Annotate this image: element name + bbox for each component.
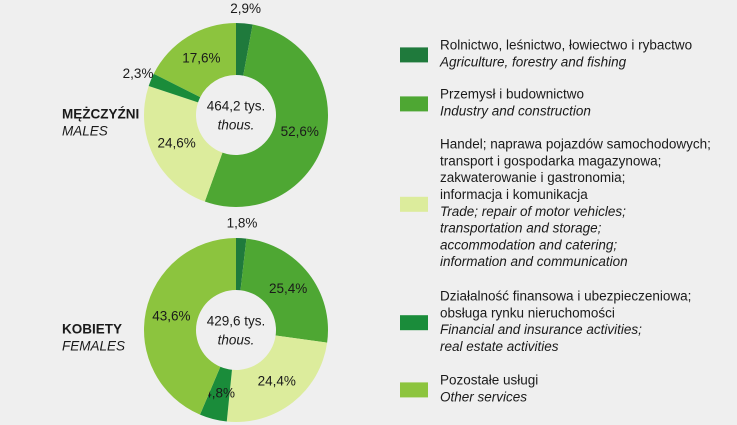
legend-label-en: accommodation and catering; <box>440 237 617 252</box>
value-label: 43,6% <box>152 308 190 323</box>
legend-label: Działalność finansowa i ubezpieczeniowa; <box>440 289 691 304</box>
value-label: 2,9% <box>230 1 261 16</box>
legend-label-en: transportation and storage; <box>440 221 602 236</box>
donut-slice <box>226 335 328 422</box>
donut-slice <box>236 238 247 291</box>
legend-label: zakwaterowanie i gastronomia; <box>440 170 625 185</box>
value-label: 17,6% <box>182 50 220 65</box>
value-label: 2,3% <box>123 66 154 81</box>
group-title: KOBIETY <box>62 322 122 337</box>
donut-slice <box>144 238 236 415</box>
legend-label-en: Financial and insurance activities; <box>440 322 642 337</box>
value-label: 4,8% <box>204 385 235 400</box>
donut-slice <box>204 24 329 208</box>
legend-label: Pozostałe usługi <box>440 373 538 388</box>
legend-swatch <box>400 96 428 112</box>
legend-swatch <box>400 382 428 398</box>
legend-label-en: Industry and construction <box>440 103 591 118</box>
donut-slice <box>144 86 223 202</box>
legend-label: informacja i komunikacja <box>440 187 588 202</box>
legend-label-en: real estate activities <box>440 339 559 354</box>
legend-label: obsługa rynku nieruchomości <box>440 305 615 320</box>
value-label: 24,6% <box>157 135 195 150</box>
center-label: 429,6 tys. <box>207 314 266 329</box>
value-label: 1,8% <box>227 216 258 231</box>
legend-swatch <box>400 315 428 331</box>
center-label: 464,2 tys. <box>207 99 266 114</box>
center-label-en: thous. <box>218 118 255 133</box>
legend-label-en: Agriculture, forestry and fishing <box>439 54 627 69</box>
group-title: MĘŻCZYŹNI <box>62 107 139 122</box>
legend-label: Handel; naprawa pojazdów samochodowych; <box>440 137 711 152</box>
value-label: 52,6% <box>281 124 319 139</box>
legend-label-en: Trade; repair of motor vehicles; <box>440 204 626 219</box>
donut-slice <box>236 23 253 76</box>
legend-swatch <box>400 47 428 63</box>
legend-label: transport i gospodarka magazynowa; <box>440 153 661 168</box>
center-label-en: thous. <box>218 333 255 348</box>
value-label: 24,4% <box>258 373 296 388</box>
donut-slice <box>199 366 232 422</box>
group-subtitle: FEMALES <box>62 339 125 354</box>
legend-label-en: information and communication <box>440 254 628 269</box>
value-label: 25,4% <box>269 281 307 296</box>
group-subtitle: MALES <box>62 124 108 139</box>
donut-slice <box>148 73 201 103</box>
legend-swatch <box>400 196 428 212</box>
legend-label: Przemysł i budownictwo <box>440 87 584 102</box>
legend-label: Rolnictwo, leśnictwo, łowiectwo i rybact… <box>440 38 692 53</box>
donut-slice <box>240 238 328 343</box>
legend-label-en: Other services <box>440 389 527 404</box>
donut-slice <box>153 23 236 98</box>
